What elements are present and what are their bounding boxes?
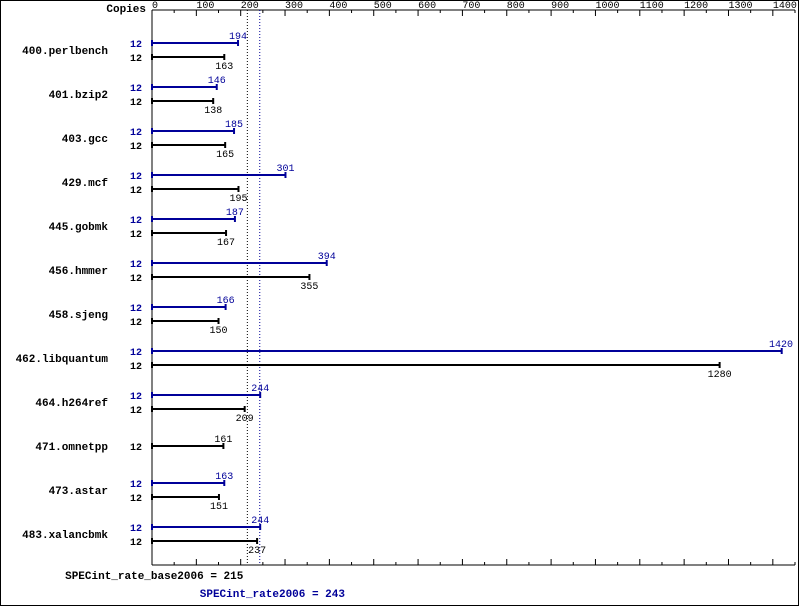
- peak-bar-copies: 12: [130, 348, 142, 359]
- peak-bar-copies: 12: [130, 392, 142, 403]
- peak-bar-value: 146: [208, 76, 226, 87]
- base-bar-copies: 12: [130, 142, 142, 153]
- base-bar-value: 150: [210, 326, 228, 337]
- base-bar-value: 195: [229, 194, 247, 205]
- base-bar-copies: 12: [130, 186, 142, 197]
- x-axis-tick-label: 700: [462, 1, 480, 12]
- x-axis-tick-label: 1100: [640, 1, 664, 12]
- peak-bar-value: 163: [215, 472, 233, 483]
- base-bar-copies: 12: [130, 538, 142, 549]
- x-axis-tick-label: 1300: [728, 1, 752, 12]
- peak-bar-copies: 12: [130, 172, 142, 183]
- benchmark-label: 473.astar: [49, 486, 108, 498]
- peak-bar-value: 1420: [769, 340, 793, 351]
- x-axis-tick-label: 900: [551, 1, 569, 12]
- peak-bar-copies: 12: [130, 524, 142, 535]
- base-bar-copies: 12: [130, 362, 142, 373]
- x-axis-tick-label: 100: [196, 1, 214, 12]
- benchmark-label: 445.gobmk: [49, 222, 109, 234]
- base-bar-value: 355: [300, 282, 318, 293]
- benchmark-label: 464.h264ref: [35, 398, 108, 410]
- benchmark-label: 458.sjeng: [49, 310, 108, 322]
- base-bar-value: 167: [217, 238, 235, 249]
- x-axis-tick-label: 0: [152, 1, 158, 12]
- base-bar-value: 165: [216, 150, 234, 161]
- benchmark-label: 429.mcf: [62, 178, 109, 190]
- peak-bar-value: 185: [225, 120, 243, 131]
- base-bar-value: 138: [204, 106, 222, 117]
- summary-peak: SPECint_rate2006 = 243: [200, 589, 346, 601]
- benchmark-label: 400.perlbench: [22, 46, 108, 58]
- chart-background: [0, 0, 799, 606]
- x-axis-tick-label: 1200: [684, 1, 708, 12]
- peak-bar-copies: 12: [130, 480, 142, 491]
- x-axis-tick-label: 400: [329, 1, 347, 12]
- x-axis-tick-label: 800: [507, 1, 525, 12]
- peak-bar-copies: 12: [130, 216, 142, 227]
- benchmark-label: 471.omnetpp: [35, 442, 108, 454]
- peak-bar-value: 244: [251, 516, 269, 527]
- peak-bar-value: 301: [276, 164, 294, 175]
- benchmark-label: 462.libquantum: [16, 354, 109, 366]
- peak-bar-value: 187: [226, 208, 244, 219]
- peak-bar-copies: 12: [130, 304, 142, 315]
- base-bar-copies: 12: [130, 274, 142, 285]
- summary-base: SPECint_rate_base2006 = 215: [65, 571, 244, 583]
- peak-bar-value: 166: [217, 296, 235, 307]
- x-axis-tick-label: 1000: [595, 1, 619, 12]
- peak-bar-value: 244: [251, 384, 269, 395]
- benchmark-label: 483.xalancbmk: [22, 530, 108, 542]
- base-bar-copies: 12: [130, 494, 142, 505]
- base-bar-value: 151: [210, 502, 228, 513]
- peak-bar-value: 394: [318, 252, 336, 263]
- base-bar-value: 237: [248, 546, 266, 557]
- base-bar-copies: 12: [130, 98, 142, 109]
- base-bar-copies: 12: [130, 318, 142, 329]
- spec-benchmark-chart: 0 100 200 300 400 500 600 700 800 900 1000 1100 1200…: [0, 0, 799, 606]
- x-axis-tick-label: 200: [241, 1, 259, 12]
- benchmark-label: 403.gcc: [62, 134, 108, 146]
- base-bar-copies: 12: [130, 406, 142, 417]
- base-bar-copies: 12: [130, 443, 142, 454]
- copies-header: Copies: [106, 4, 146, 16]
- peak-bar-value: 194: [229, 32, 247, 43]
- benchmark-label: 401.bzip2: [49, 90, 108, 102]
- base-bar-value: 161: [214, 435, 232, 446]
- peak-bar-copies: 12: [130, 128, 142, 139]
- base-bar-value: 1280: [708, 370, 732, 381]
- x-axis-tick-label: 600: [418, 1, 436, 12]
- base-bar-copies: 12: [130, 54, 142, 65]
- x-axis-tick-label: 300: [285, 1, 303, 12]
- peak-bar-copies: 12: [130, 40, 142, 51]
- base-bar-copies: 12: [130, 230, 142, 241]
- peak-bar-copies: 12: [130, 84, 142, 95]
- peak-bar-copies: 12: [130, 260, 142, 271]
- base-bar-value: 163: [215, 62, 233, 73]
- base-bar-value: 209: [236, 414, 254, 425]
- benchmark-label: 456.hmmer: [49, 266, 108, 278]
- x-axis-tick-label: 1400: [773, 1, 797, 12]
- x-axis-tick-label: 500: [374, 1, 392, 12]
